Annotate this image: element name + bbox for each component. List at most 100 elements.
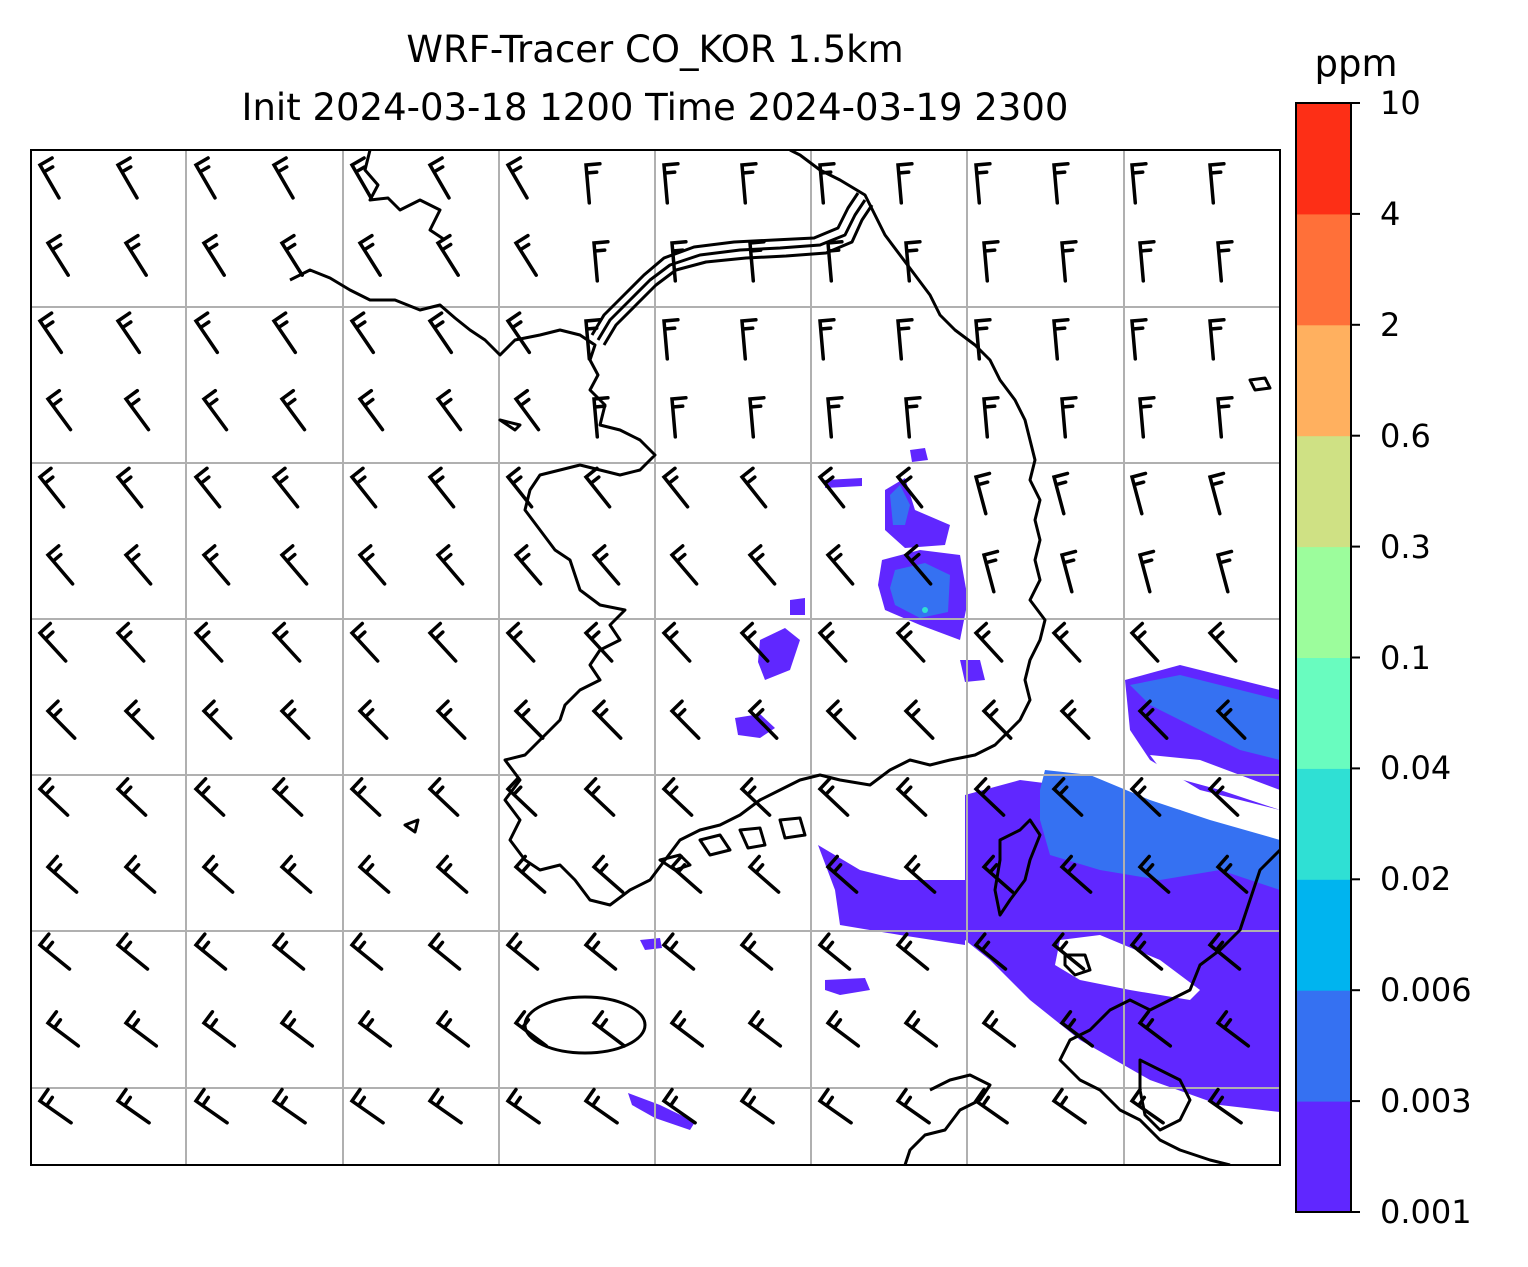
wind-barb xyxy=(513,544,543,586)
wind-barb xyxy=(591,544,621,586)
wind-barb xyxy=(427,466,456,509)
wind-barb xyxy=(973,1087,1009,1125)
wind-barb xyxy=(279,544,309,586)
wind-barb xyxy=(670,396,688,439)
wind-barb xyxy=(748,396,766,439)
wind-barb xyxy=(826,240,844,283)
wind-barb xyxy=(1051,932,1086,971)
wind-barb xyxy=(748,240,766,283)
wind-barb xyxy=(670,240,688,283)
wind-barb xyxy=(123,233,148,277)
wind-barb xyxy=(1052,162,1070,205)
wind-barb xyxy=(505,621,536,663)
wind-barb xyxy=(817,1087,853,1125)
colorbar-segment xyxy=(1296,546,1351,658)
wind-barb xyxy=(895,621,926,663)
wind-barb xyxy=(591,1010,627,1048)
wind-barb xyxy=(1138,240,1156,283)
wind-barb xyxy=(505,466,534,509)
wind-barb xyxy=(357,1010,393,1048)
wind-barb xyxy=(357,233,382,277)
wind-barb xyxy=(279,699,311,740)
wind-barb xyxy=(584,318,602,361)
wind-barb xyxy=(1137,549,1156,594)
wind-barb xyxy=(513,1010,549,1048)
colorbar-tick-label: 0.1 xyxy=(1380,638,1431,677)
wind-barb xyxy=(123,699,155,740)
wind-barb xyxy=(1060,240,1078,283)
wind-barb xyxy=(740,318,758,361)
wind-barb xyxy=(435,544,465,586)
wind-barb xyxy=(427,621,458,663)
wind-barb xyxy=(981,699,1013,740)
wind-barb xyxy=(747,854,781,894)
wind-barb xyxy=(1207,932,1242,971)
wind-barb xyxy=(115,621,146,663)
wind-barb xyxy=(427,1087,463,1125)
wind-barb xyxy=(973,471,992,516)
colorbar-tick-label: 2 xyxy=(1380,305,1401,344)
concentration-spot xyxy=(922,607,928,613)
wind-barb xyxy=(427,311,454,355)
wind-barb xyxy=(513,699,545,740)
wind-barb xyxy=(1129,932,1164,971)
wind-barb xyxy=(357,388,385,432)
wind-barb xyxy=(45,388,73,432)
wind-barb xyxy=(1051,777,1084,817)
wind-barb xyxy=(1059,699,1091,740)
wind-barb xyxy=(583,777,616,817)
colorbar-tick-label: 0.04 xyxy=(1380,749,1452,788)
concentration-layer-0-003 xyxy=(890,485,1280,890)
wind-barb xyxy=(201,854,235,894)
wind-barb xyxy=(123,544,153,586)
wind-barb xyxy=(981,549,1000,594)
wind-barb xyxy=(1207,471,1226,516)
wind-barb xyxy=(1215,699,1247,740)
wind-barb xyxy=(37,156,61,200)
wind-barb xyxy=(896,162,914,205)
wind-barbs xyxy=(37,156,1251,1125)
wind-barb xyxy=(981,1010,1017,1048)
wind-barb xyxy=(661,1087,697,1125)
wind-barb xyxy=(903,544,933,586)
wind-barb xyxy=(45,233,70,277)
wind-barb xyxy=(1130,318,1148,361)
colorbar-tick-label: 10 xyxy=(1380,84,1421,122)
wind-barb xyxy=(427,932,462,971)
wind-barb xyxy=(349,311,376,355)
wind-barb xyxy=(201,1010,237,1048)
wind-barb xyxy=(1215,854,1249,894)
wind-barb xyxy=(193,932,228,971)
wind-barb xyxy=(1207,621,1238,663)
wind-barb xyxy=(974,162,992,205)
wind-barb xyxy=(1208,318,1226,361)
wind-barb xyxy=(201,233,226,277)
wind-barb xyxy=(982,396,1000,439)
wind-barb xyxy=(271,777,304,817)
chart-subtitle: Init 2024-03-18 1200 Time 2024-03-19 230… xyxy=(241,86,1069,129)
wind-barb xyxy=(115,311,142,355)
chart-title: WRF-Tracer CO_KOR 1.5km xyxy=(406,28,904,71)
wind-barb xyxy=(669,854,703,894)
wind-barb xyxy=(37,311,64,355)
wind-barb xyxy=(1137,699,1169,740)
wind-barb xyxy=(271,311,298,355)
wind-barb xyxy=(661,621,692,663)
wind-barb xyxy=(583,932,618,971)
wind-barb xyxy=(896,318,914,361)
colorbar-tick-label: 0.006 xyxy=(1380,971,1472,1010)
wind-barb xyxy=(1215,1010,1251,1048)
wind-barb xyxy=(271,1087,307,1125)
wind-barb xyxy=(661,777,694,817)
wind-barb xyxy=(817,621,848,663)
wind-barb xyxy=(279,854,313,894)
wind-barb xyxy=(435,233,460,277)
colorbar-tick-label: 0.6 xyxy=(1380,416,1431,455)
wind-barb xyxy=(895,777,928,817)
wind-barb xyxy=(904,396,922,439)
wind-barb xyxy=(973,932,1008,971)
wind-barb xyxy=(903,699,935,740)
map-border xyxy=(30,149,1281,1166)
wind-barb xyxy=(1207,777,1240,817)
